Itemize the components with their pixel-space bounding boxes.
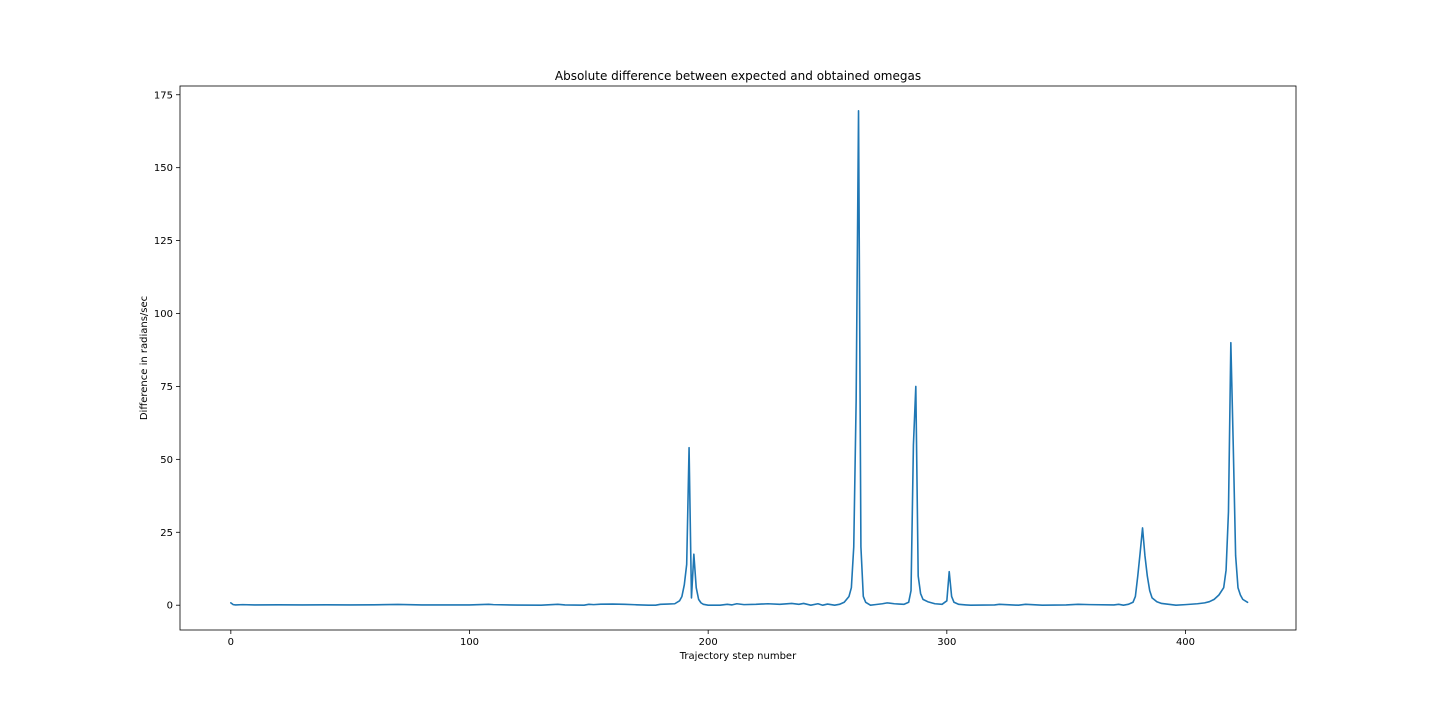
x-axis-label: Trajectory step number — [679, 651, 797, 662]
y-tick-label: 150 — [154, 163, 173, 174]
y-tick-label: 175 — [154, 90, 173, 101]
plot-frame — [179, 85, 1297, 631]
plot-area — [180, 86, 1296, 630]
x-tick-label: 100 — [460, 637, 479, 648]
x-tick-label: 300 — [937, 637, 956, 648]
x-tick-label: 200 — [699, 637, 718, 648]
y-tick-label: 125 — [154, 236, 173, 247]
y-axis-label: Difference in radians/sec — [139, 296, 150, 420]
series-line — [230, 109, 1249, 607]
y-tick-label: 100 — [154, 309, 173, 320]
y-tick-label: 0 — [167, 601, 173, 612]
x-tick-label: 400 — [1176, 637, 1195, 648]
y-tick-label: 75 — [160, 382, 173, 393]
y-tick-label: 25 — [160, 528, 173, 539]
chart-title: Absolute difference between expected and… — [555, 69, 921, 83]
tick-layer: 0 100 200 300 400 0 25 50 75 100 125 150 175 — [154, 90, 1195, 648]
y-tick-label: 50 — [160, 455, 173, 466]
x-tick-label: 0 — [228, 637, 234, 648]
